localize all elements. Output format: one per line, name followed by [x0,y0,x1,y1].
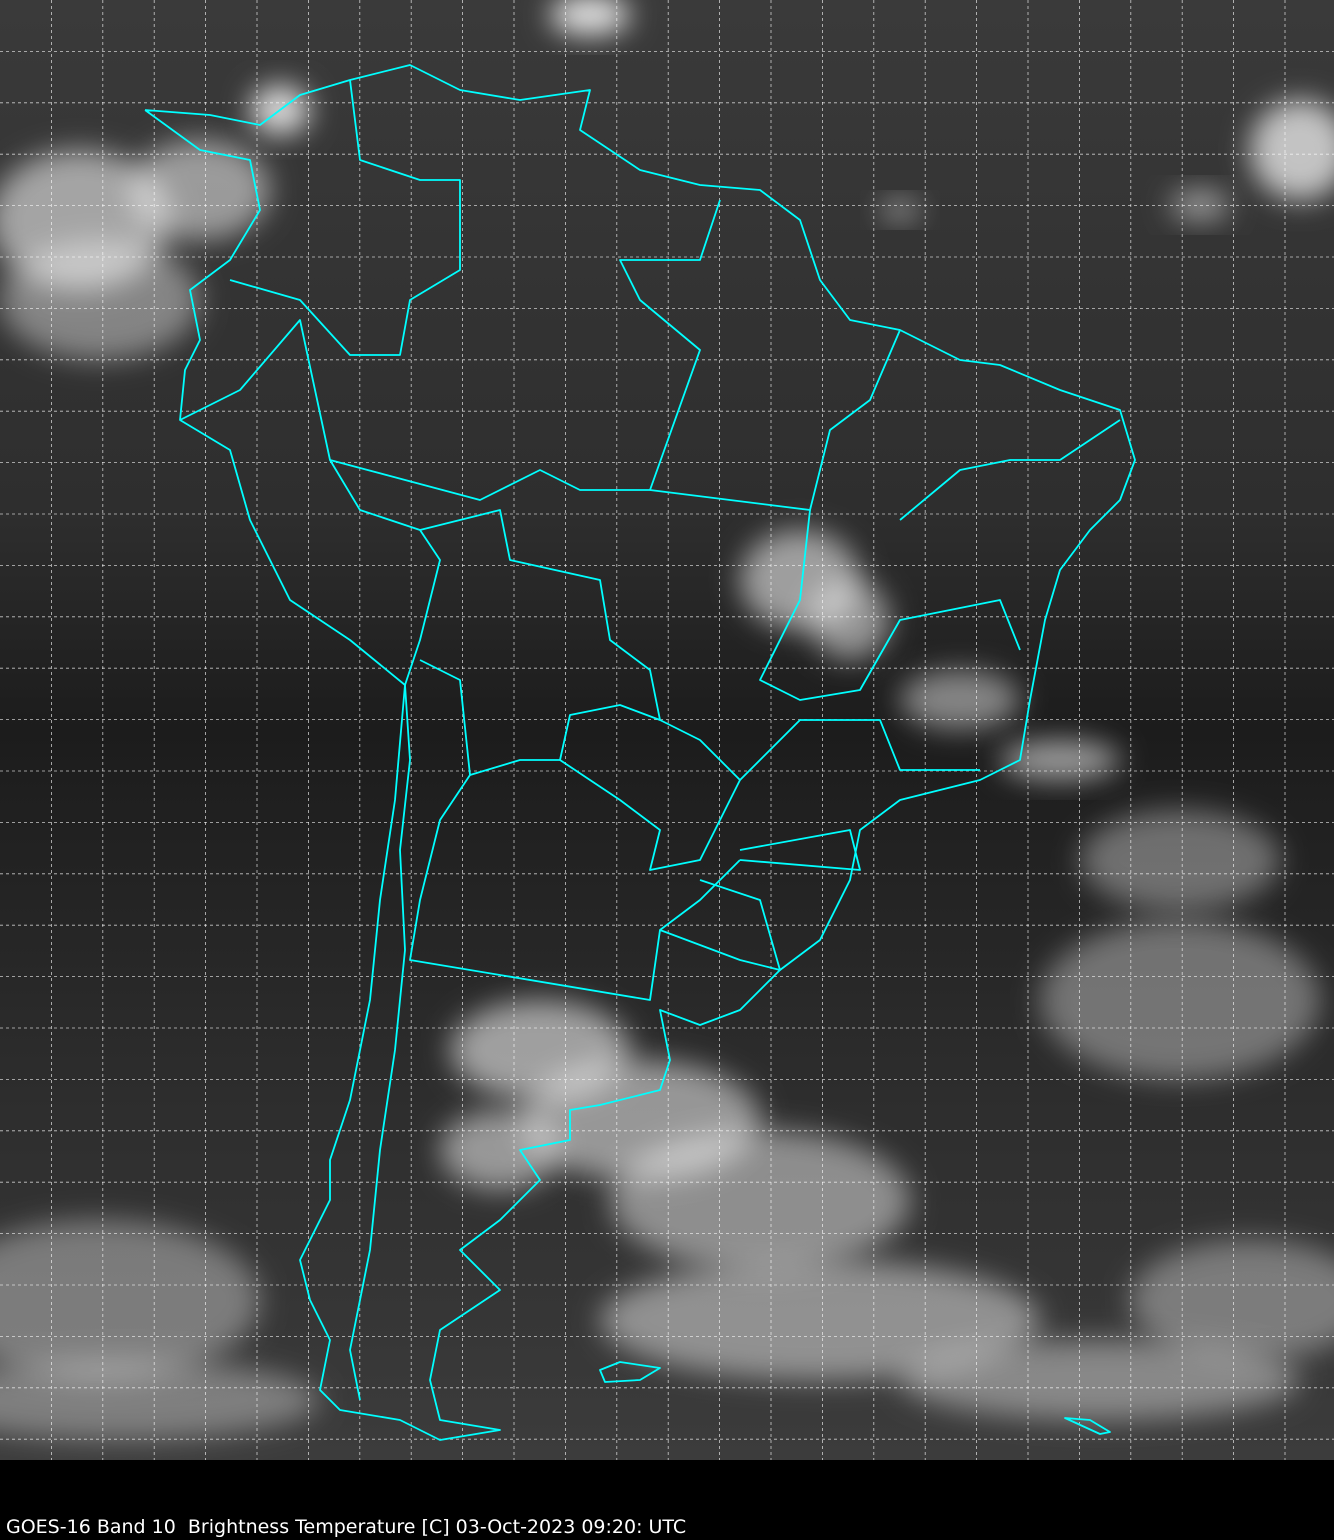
cloud [900,1340,1300,1420]
cloud [550,0,630,35]
cloud [1000,740,1120,780]
cloud [1130,1240,1334,1360]
cloud [600,1260,1040,1380]
cloud [0,1360,320,1440]
graticule [0,0,1334,1460]
brazil-states-1 [649,329,901,511]
paraguay-border [559,719,741,871]
brazil-west-border [329,199,721,501]
coastline [144,64,1136,1441]
satellite-image-map [0,0,1334,1460]
cloud [810,580,890,660]
cloud [880,200,920,220]
brazil-states-5 [739,829,861,871]
cloud [0,240,200,360]
brazil-states-3 [899,419,1121,521]
cloud [130,140,270,240]
peru-border [179,319,441,686]
bolivia-border [419,509,661,776]
south-georgia [1064,1417,1111,1435]
cloud [1250,100,1334,200]
argentina-border [409,774,741,1001]
cloud [1170,190,1230,220]
colombia-border [229,79,461,356]
cloud [1040,920,1320,1080]
cloud [440,1110,560,1190]
brazil-states-2 [759,509,1021,701]
cloud [610,1130,910,1270]
brazil-states-4 [739,719,980,781]
borders-layer [144,64,1136,1441]
caption-bar: GOES-16 Band 10 Brightness Temperature [… [0,1460,1334,1540]
falkland-islands [599,1361,661,1383]
andes-border [349,684,411,1401]
cloud [0,1220,260,1380]
cloud-layer [0,0,1334,1440]
cloud [1080,810,1280,910]
uruguay-border [659,879,781,971]
image-caption: GOES-16 Band 10 Brightness Temperature [… [6,1516,687,1538]
cloud [900,670,1020,730]
